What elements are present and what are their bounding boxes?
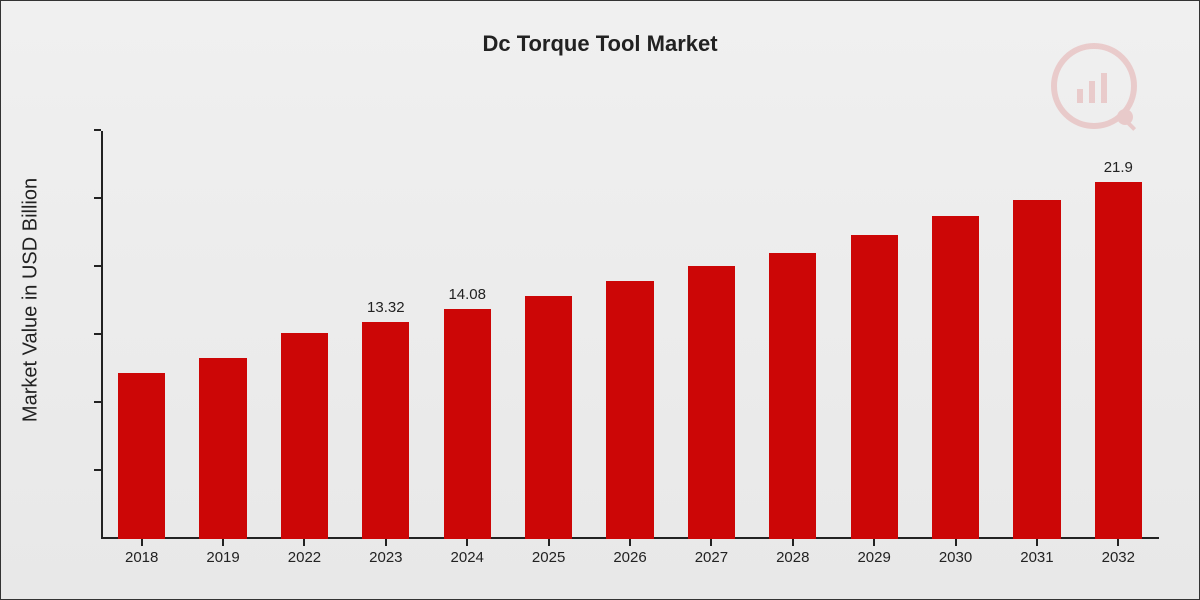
x-tick-label: 2031 [1020, 549, 1053, 566]
x-tick [222, 539, 224, 546]
x-tick-label: 2032 [1102, 549, 1135, 566]
bar [362, 322, 409, 539]
bar-slot [851, 235, 898, 539]
bar-slot: 13.32 [362, 322, 409, 539]
y-tick [94, 469, 101, 471]
x-tick-label: 2029 [857, 549, 890, 566]
bar [769, 253, 816, 539]
x-tick [710, 539, 712, 546]
y-tick [94, 197, 101, 199]
bar-slot [281, 333, 328, 539]
x-tick-label: 2023 [369, 549, 402, 566]
x-tick-label: 2022 [288, 549, 321, 566]
x-tick-label: 2018 [125, 549, 158, 566]
bar-slot [199, 358, 246, 539]
chart-area: 20182019202213.32202314.0820242025202620… [101, 131, 1159, 539]
bar-value-label: 21.9 [1095, 159, 1142, 176]
bar [932, 216, 979, 539]
bar-slot [1013, 200, 1060, 539]
bar [1013, 200, 1060, 539]
x-tick-label: 2019 [206, 549, 239, 566]
chart-title: Dc Torque Tool Market [1, 1, 1199, 57]
x-tick-label: 2027 [695, 549, 728, 566]
bar-slot: 14.08 [444, 309, 491, 539]
bar [606, 281, 653, 539]
y-axis-label: Market Value in USD Billion [20, 178, 43, 422]
bar [444, 309, 491, 539]
bar-value-label: 14.08 [444, 286, 491, 303]
bar [525, 296, 572, 539]
x-tick-label: 2028 [776, 549, 809, 566]
x-tick-label: 2024 [451, 549, 484, 566]
y-axis [101, 131, 103, 539]
y-tick [94, 129, 101, 131]
bar-value-label: 13.32 [362, 299, 409, 316]
x-tick [548, 539, 550, 546]
x-tick [466, 539, 468, 546]
bar [118, 373, 165, 539]
bar [1095, 182, 1142, 539]
bar [688, 266, 735, 539]
bar-slot [606, 281, 653, 539]
bar-slot [769, 253, 816, 539]
x-tick [873, 539, 875, 546]
y-tick [94, 333, 101, 335]
x-tick [1036, 539, 1038, 546]
x-tick [629, 539, 631, 546]
bar-slot [932, 216, 979, 539]
bar-slot: 21.9 [1095, 182, 1142, 539]
bar [851, 235, 898, 539]
x-tick [1117, 539, 1119, 546]
x-tick [303, 539, 305, 546]
x-tick [792, 539, 794, 546]
bar [199, 358, 246, 539]
x-tick [385, 539, 387, 546]
x-tick-label: 2025 [532, 549, 565, 566]
bar-slot [118, 373, 165, 539]
y-tick [94, 265, 101, 267]
bar-slot [525, 296, 572, 539]
x-tick [955, 539, 957, 546]
y-tick [94, 401, 101, 403]
x-tick [141, 539, 143, 546]
x-tick-label: 2030 [939, 549, 972, 566]
bar-slot [688, 266, 735, 539]
plot-area: 20182019202213.32202314.0820242025202620… [101, 131, 1159, 539]
bar [281, 333, 328, 539]
x-tick-label: 2026 [613, 549, 646, 566]
